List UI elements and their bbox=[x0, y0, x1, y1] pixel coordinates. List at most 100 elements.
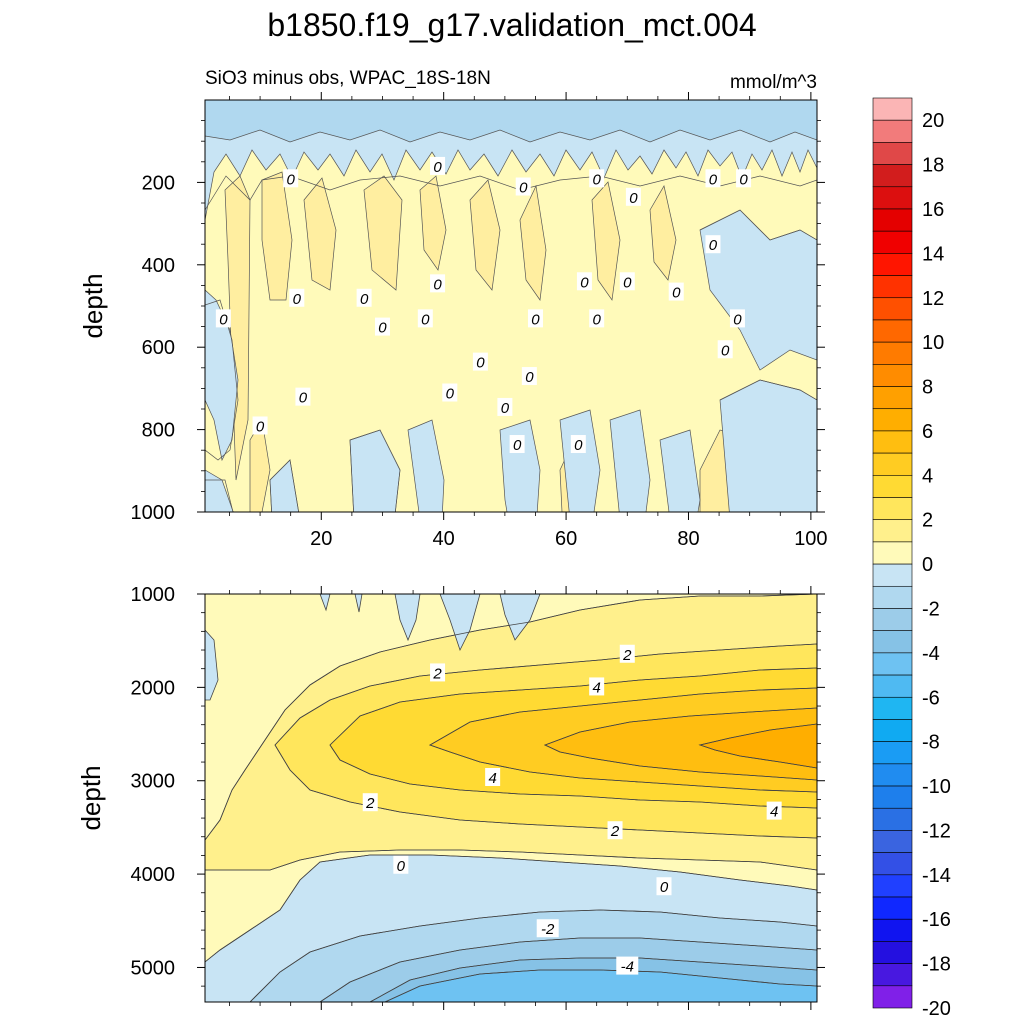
lower-contour-line bbox=[384, 969, 817, 1002]
upper-contour-label: 0 bbox=[515, 177, 531, 197]
colorbar-swatch bbox=[872, 918, 913, 942]
colorbar-swatch bbox=[872, 719, 913, 742]
colorbar-swatch bbox=[872, 963, 913, 987]
lower-contour-line bbox=[429, 687, 817, 793]
upper-surface-negative-inner bbox=[205, 100, 817, 143]
lower-top-negative-column bbox=[319, 594, 331, 612]
upper-positive-streak bbox=[519, 184, 547, 301]
upper-contour-label-text: 0 bbox=[287, 171, 296, 188]
colorbar-tick-label: -2 bbox=[922, 598, 940, 620]
lower-y-tick-label: 2000 bbox=[131, 677, 176, 699]
upper-contour-label-bg bbox=[472, 352, 488, 371]
upper-contour-label-bg bbox=[417, 309, 433, 328]
colorbar-swatch bbox=[872, 696, 913, 720]
upper-contour-line bbox=[205, 299, 239, 461]
upper-contour-label-bg bbox=[356, 288, 372, 307]
upper-contour-label-bg bbox=[442, 383, 458, 402]
colorbar-swatch bbox=[872, 364, 913, 387]
lower-contour-label-text: 0 bbox=[660, 879, 669, 896]
colorbar-swatch bbox=[872, 941, 913, 964]
upper-negative-patch bbox=[559, 409, 601, 512]
colorbar-tick-label: -18 bbox=[922, 954, 951, 976]
upper-contour-label-bg bbox=[589, 169, 605, 188]
upper-positive-streak bbox=[363, 175, 403, 291]
upper-contour-label-text: 0 bbox=[519, 180, 528, 197]
upper-contour-label-text: 0 bbox=[433, 159, 442, 176]
lower-top-negative-column bbox=[439, 594, 481, 652]
upper-contour-label-bg bbox=[521, 367, 537, 386]
colorbar-tick-label: 12 bbox=[922, 288, 944, 310]
colorbar-swatch bbox=[872, 497, 913, 521]
lower-contour-line bbox=[205, 854, 817, 963]
lower-y-tick-label: 5000 bbox=[131, 957, 176, 979]
upper-contour-label: 0 bbox=[430, 156, 446, 176]
upper-contour-label: 0 bbox=[252, 416, 268, 435]
upper-y-tick-label: 800 bbox=[142, 420, 175, 442]
colorbar-tick-label: 16 bbox=[922, 199, 944, 221]
colorbar-tick-label: 6 bbox=[922, 421, 933, 443]
upper-contour-label-text: 0 bbox=[219, 311, 228, 328]
colorbar-tick-label: -12 bbox=[922, 820, 951, 842]
colorbar-swatch bbox=[872, 852, 913, 876]
lower-contour-label-bg bbox=[485, 767, 501, 786]
upper-contour-label-text: 0 bbox=[593, 171, 602, 188]
colorbar-swatch bbox=[872, 297, 913, 321]
colorbar-tick-label: 8 bbox=[922, 377, 933, 399]
colorbar-tick-label: 18 bbox=[922, 155, 944, 177]
upper-contour-label-bg bbox=[570, 435, 586, 454]
lower-contour-label: 2 bbox=[607, 821, 623, 840]
upper-contour-label-bg bbox=[668, 282, 684, 301]
upper-contour-label: 0 bbox=[374, 317, 390, 337]
lower-contour-label: -4 bbox=[616, 956, 639, 976]
upper-contour-line bbox=[699, 209, 817, 241]
colorbar-swatch bbox=[872, 452, 913, 476]
upper-contour-label: 0 bbox=[497, 397, 513, 417]
lower-contour-line bbox=[205, 594, 817, 870]
upper-negative-patch bbox=[205, 469, 234, 512]
colorbar-swatch bbox=[872, 741, 913, 765]
colorbar-swatch bbox=[872, 874, 913, 898]
lower-y-tick-label: 3000 bbox=[131, 771, 176, 793]
colorbar-swatch bbox=[872, 985, 913, 1009]
colorbar-tick-label: -16 bbox=[922, 909, 951, 931]
upper-axes: 20 40 60 80 100 200 400 600 800 1000 bbox=[131, 92, 828, 550]
upper-contour-label-text: 0 bbox=[256, 418, 265, 435]
lower-contour-label-text: 4 bbox=[488, 770, 496, 787]
upper-contour-label-bg bbox=[717, 340, 733, 359]
upper-contour-label: 0 bbox=[215, 309, 231, 328]
colorbar-tick-label: -8 bbox=[922, 732, 940, 754]
upper-contour-line bbox=[349, 429, 401, 512]
upper-contour-label-text: 0 bbox=[501, 400, 510, 417]
lower-contour-label-text: 2 bbox=[365, 795, 375, 812]
lower-contour-label-text: -4 bbox=[621, 959, 634, 976]
upper-contour-line bbox=[719, 379, 817, 401]
upper-contour-label-text: 0 bbox=[623, 274, 632, 291]
upper-contour-label-bg bbox=[497, 397, 513, 416]
upper-contour-label-text: 0 bbox=[593, 311, 602, 328]
colorbar-tick-label: -10 bbox=[922, 776, 951, 798]
lower-contour-label-text: 2 bbox=[610, 823, 620, 840]
colorbar-swatch bbox=[872, 608, 913, 631]
upper-contour-line bbox=[269, 459, 300, 512]
upper-contour-label-bg bbox=[515, 177, 531, 196]
colorbar-swatch bbox=[872, 585, 913, 609]
upper-contour-label-text: 0 bbox=[293, 291, 302, 308]
lower-panel: 2 2 4 4 2 4 2 0 0 -2 -4 1000 2000 3000 4000 5000 bbox=[131, 584, 825, 1010]
colorbar-tick-label: 10 bbox=[922, 332, 944, 354]
lower-contour-line bbox=[329, 667, 817, 809]
upper-contour-label-text: 0 bbox=[378, 320, 387, 337]
upper-contour-label-bg bbox=[527, 309, 543, 328]
lower-contour-label-bg bbox=[393, 855, 409, 874]
upper-contour-label-text: 0 bbox=[629, 190, 638, 207]
colorbar-swatch bbox=[872, 475, 913, 498]
upper-contour-label-bg bbox=[430, 274, 446, 293]
upper-x-tick-label: 80 bbox=[677, 528, 699, 550]
upper-contour-line bbox=[205, 479, 234, 512]
upper-contour-label-bg bbox=[215, 309, 231, 328]
upper-contour-label-bg bbox=[729, 309, 745, 328]
upper-contour-label: 0 bbox=[472, 352, 488, 372]
lower-contour-label: 0 bbox=[656, 877, 672, 896]
upper-contour-label-bg bbox=[589, 309, 605, 328]
lower-contour-label-bg bbox=[430, 663, 446, 682]
